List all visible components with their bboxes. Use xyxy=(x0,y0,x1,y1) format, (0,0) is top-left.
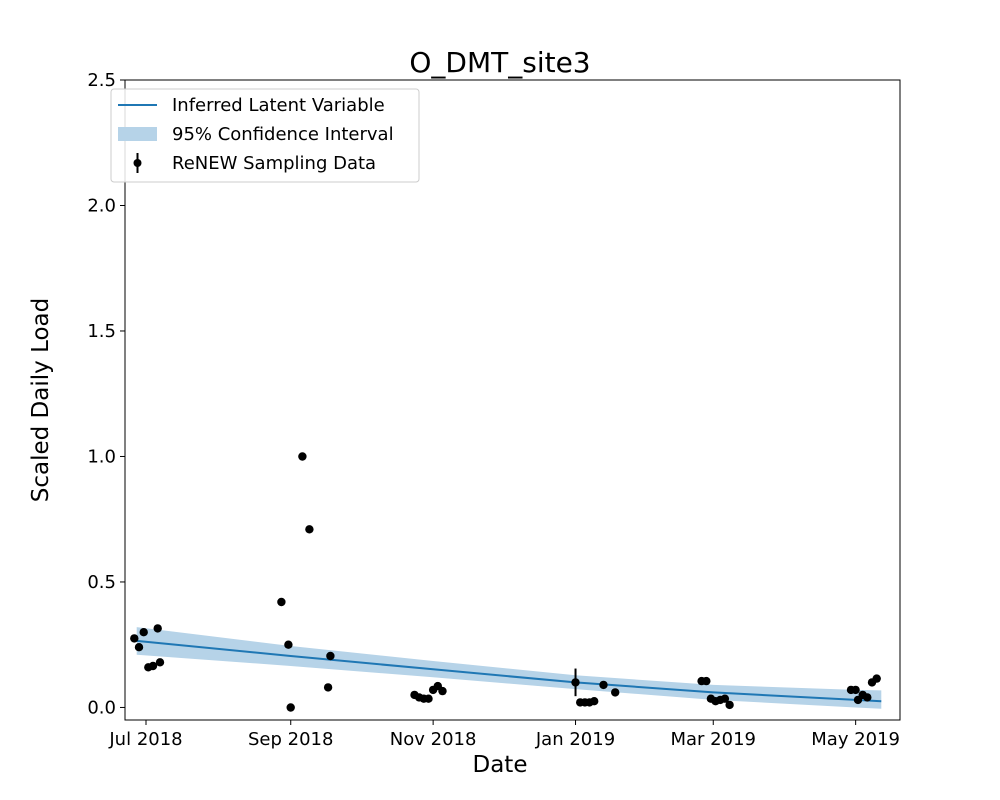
x-axis-label: Date xyxy=(473,752,528,778)
x-axis-ticks: Jul 2018 Sep 2018 Nov 2018 Jan 2019 Mar 2019… xyxy=(108,720,900,750)
data-point xyxy=(134,643,144,652)
data-point xyxy=(298,452,307,461)
y-axis-label: Scaled Daily Load xyxy=(28,298,54,502)
data-point xyxy=(139,628,148,637)
data-point xyxy=(599,680,608,690)
x-tick-label: Nov 2018 xyxy=(390,729,477,750)
data-point xyxy=(155,658,165,667)
data-point xyxy=(702,676,711,686)
legend-band-swatch xyxy=(118,127,157,141)
data-point xyxy=(851,685,860,695)
data-point xyxy=(863,693,872,702)
data-point xyxy=(323,683,333,692)
data-point xyxy=(725,700,734,710)
data-point xyxy=(611,688,620,697)
data-point xyxy=(590,697,599,706)
data-point xyxy=(872,674,881,683)
data-point xyxy=(284,640,293,649)
data-point xyxy=(277,597,286,607)
x-tick-label: Jan 2019 xyxy=(535,729,615,750)
data-point xyxy=(326,651,335,661)
data-point xyxy=(153,624,162,633)
data-point xyxy=(305,525,314,534)
legend-point-swatch xyxy=(133,159,142,167)
legend-label-ci: 95% Confidence Interval xyxy=(172,124,394,145)
x-tick-label: Sep 2018 xyxy=(248,729,333,750)
data-point xyxy=(438,686,447,696)
x-tick-label: Mar 2019 xyxy=(671,729,757,750)
y-tick-label: 0.0 xyxy=(87,697,116,718)
legend-box xyxy=(110,88,420,183)
confidence-band-layer xyxy=(136,627,882,709)
y-tick-label: 0.5 xyxy=(87,572,116,593)
x-tick-label: Jul 2018 xyxy=(108,729,182,750)
data-point xyxy=(148,661,158,671)
sampling-points-layer xyxy=(130,452,881,712)
x-tick-label: May 2019 xyxy=(811,729,900,750)
y-tick-label: 1.5 xyxy=(87,321,116,342)
legend-label-data: ReNEW Sampling Data xyxy=(172,153,376,174)
y-tick-label: 2.5 xyxy=(87,70,116,91)
plot-frame xyxy=(124,79,901,721)
y-tick-label: 2.0 xyxy=(87,195,116,216)
data-point xyxy=(571,678,580,687)
confidence-band xyxy=(136,627,882,709)
chart-title: O_DMT_site3 xyxy=(409,46,590,79)
data-point xyxy=(130,634,139,643)
y-tick-label: 1.0 xyxy=(87,446,116,467)
data-point xyxy=(424,694,433,703)
data-point xyxy=(286,703,295,712)
y-axis-ticks: 0.0 0.5 1.0 1.5 2.0 2.5 xyxy=(87,70,125,718)
legend-label-latent: Inferred Latent Variable xyxy=(172,95,385,116)
data-point xyxy=(720,694,730,703)
legend: Inferred Latent Variable 95% Confidence … xyxy=(110,88,420,183)
